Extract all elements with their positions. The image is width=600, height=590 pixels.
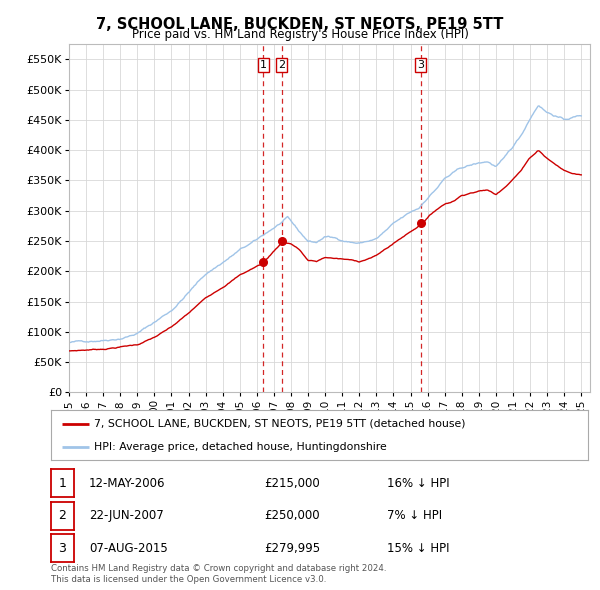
Text: 3: 3 [417, 60, 424, 70]
Text: £250,000: £250,000 [264, 509, 320, 522]
Text: 7% ↓ HPI: 7% ↓ HPI [387, 509, 442, 522]
Text: Contains HM Land Registry data © Crown copyright and database right 2024.: Contains HM Land Registry data © Crown c… [51, 565, 386, 573]
Text: £279,995: £279,995 [264, 542, 320, 555]
Text: 2: 2 [58, 509, 67, 522]
Text: 22-JUN-2007: 22-JUN-2007 [89, 509, 164, 522]
Text: 16% ↓ HPI: 16% ↓ HPI [387, 477, 449, 490]
Text: 1: 1 [58, 477, 67, 490]
Text: 12-MAY-2006: 12-MAY-2006 [89, 477, 166, 490]
Text: £215,000: £215,000 [264, 477, 320, 490]
Text: 2: 2 [278, 60, 286, 70]
Text: HPI: Average price, detached house, Huntingdonshire: HPI: Average price, detached house, Hunt… [94, 442, 387, 452]
Text: 1: 1 [260, 60, 266, 70]
Text: 15% ↓ HPI: 15% ↓ HPI [387, 542, 449, 555]
Text: 7, SCHOOL LANE, BUCKDEN, ST NEOTS, PE19 5TT (detached house): 7, SCHOOL LANE, BUCKDEN, ST NEOTS, PE19 … [94, 418, 466, 428]
Text: 7, SCHOOL LANE, BUCKDEN, ST NEOTS, PE19 5TT: 7, SCHOOL LANE, BUCKDEN, ST NEOTS, PE19 … [97, 17, 503, 31]
Text: 3: 3 [58, 542, 67, 555]
Text: This data is licensed under the Open Government Licence v3.0.: This data is licensed under the Open Gov… [51, 575, 326, 584]
Text: Price paid vs. HM Land Registry's House Price Index (HPI): Price paid vs. HM Land Registry's House … [131, 28, 469, 41]
Text: 07-AUG-2015: 07-AUG-2015 [89, 542, 167, 555]
